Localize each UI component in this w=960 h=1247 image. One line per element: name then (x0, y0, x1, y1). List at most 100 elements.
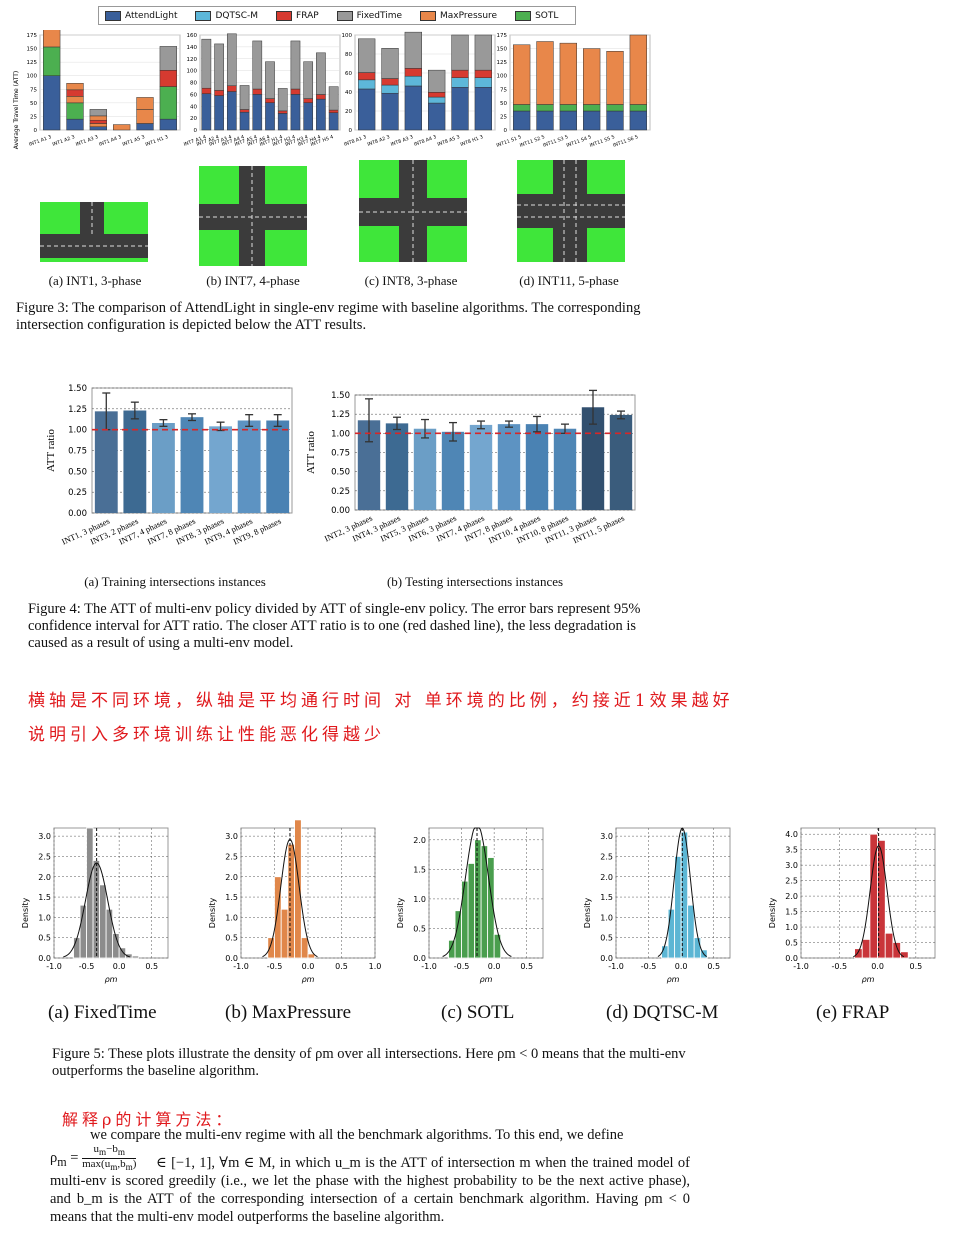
stacked-bar-segment (113, 124, 131, 131)
y-tick-label: 3.0 (785, 861, 798, 870)
y-tick-label: 2.0 (225, 873, 238, 882)
y-tick-label: 3.0 (225, 832, 238, 841)
stacked-bar-segment (252, 40, 263, 90)
stacked-bar-segment (536, 104, 554, 112)
y-tick-label: 1.5 (413, 865, 426, 874)
y-tick-label: 0 (504, 128, 508, 134)
x-tick-label: INT11 S6 5 (612, 134, 639, 149)
y-tick-label: 125 (497, 60, 508, 66)
y-tick-label: 1.0 (600, 913, 613, 922)
stacked-bar-segment (474, 87, 492, 131)
legend-item: DQTSC-M (195, 10, 258, 21)
legend-label: FixedTime (356, 10, 403, 21)
fig5c-chart: Density 0.0 0.5 1.0 1.5 2.0 -1.0 -0.5 0.0 0.5 ρm (396, 827, 544, 984)
y-tick-label: 1.00 (68, 426, 87, 436)
x-tick-label: -1.0 (608, 962, 624, 971)
histogram-bar (105, 908, 114, 959)
histogram-bar (118, 947, 127, 959)
fig5-subcaption-c: (c) SOTL (441, 1002, 515, 1023)
fig3-subcaption-d: (d) INT11, 5-phase (519, 273, 619, 288)
stacked-bar-segment (89, 109, 107, 117)
y-tick-label: 1.25 (331, 410, 350, 420)
stacked-bar-segment (513, 104, 531, 112)
stacked-bar-segment (381, 78, 399, 86)
bar (237, 420, 261, 513)
histogram-bar (667, 908, 676, 959)
y-tick-label: 1.0 (785, 923, 798, 932)
x-tick-label: -0.5 (641, 962, 657, 971)
y-tick-label: 0 (194, 128, 198, 134)
legend-label: SOTL (535, 10, 559, 21)
stacked-bar-segment (629, 104, 647, 112)
histogram-bar (461, 880, 469, 959)
histogram-bar (448, 939, 456, 959)
stacked-bar-segment (404, 75, 422, 87)
stacked-bar-segment (316, 98, 326, 131)
y-tick-label: 100 (187, 69, 198, 75)
y-tick-label: 0.0 (38, 954, 51, 963)
bar (497, 424, 521, 510)
y-tick-label: 0.25 (68, 488, 87, 498)
y-tick-label: 175 (27, 33, 38, 39)
stacked-bar-segment (252, 94, 263, 131)
stacked-bar-segment (451, 87, 469, 131)
legend-swatch (336, 10, 353, 21)
legend-label: FRAP (296, 10, 319, 21)
y-tick-label: 0.50 (68, 467, 87, 477)
stacked-bar-segment (159, 46, 177, 71)
stacked-bar-segment (474, 77, 492, 88)
x-tick-label: INT8 H1 3 (460, 134, 484, 148)
fig5d-chart: Density 0.0 0.5 1.0 1.5 2.0 2.5 3.0 -1.0 -0.5 0.0 0… (583, 827, 731, 984)
stacked-bar-segment (239, 85, 250, 110)
stacked-bar-segment (303, 61, 314, 99)
x-tick-label: INT11 S3 5 (542, 134, 569, 149)
fig5e-chart: Density 0.0 0.5 1.0 1.5 2.0 2.5 3.0 3.5 4.0 -1.0 -0… (768, 827, 936, 984)
y-tick-label: 150 (497, 47, 508, 53)
y-tick-label: 0.0 (413, 954, 426, 963)
stacked-bar-segment (66, 118, 84, 131)
x-axis-label: ρm (480, 975, 493, 984)
y-tick-label: 0.5 (785, 939, 798, 948)
histogram-bar (307, 953, 316, 959)
y-tick-label: 2.0 (785, 892, 798, 901)
histogram-bar (294, 819, 302, 959)
y-axis-label: ATT ratio (305, 431, 317, 474)
y-tick-label: 50 (30, 101, 37, 107)
legend-item: MaxPressure (420, 10, 497, 21)
stacked-bar-segment (404, 68, 422, 77)
legend-label: AttendLight (125, 10, 178, 21)
stacked-bar-segment (428, 102, 446, 131)
stacked-bar-segment (428, 92, 446, 98)
histogram-bar (884, 932, 894, 959)
y-tick-label: 1.0 (225, 913, 238, 922)
x-axis-label: ρm (105, 975, 118, 984)
y-tick-label: 80 (345, 52, 352, 58)
y-tick-label: 3.0 (38, 832, 51, 841)
y-tick-label: 2.0 (413, 836, 426, 845)
fig5-subcaption-d: (d) DQTSC-M (606, 1002, 719, 1023)
y-tick-label: 0 (34, 128, 38, 134)
y-tick-label: 1.0 (413, 895, 426, 904)
y-tick-label: 75 (30, 87, 37, 93)
y-tick-label: 60 (190, 92, 197, 98)
stacked-bar-segment (201, 93, 212, 131)
stacked-bar-segment (381, 92, 399, 131)
stacked-bar-segment (290, 88, 301, 95)
x-tick-label: INT8 A3 3 (390, 134, 414, 148)
y-tick-label: 0.75 (68, 447, 87, 457)
y-tick-label: 140 (187, 45, 198, 51)
x-tick-label: INT11 S2 5 (519, 134, 546, 149)
stacked-bar-segment (358, 79, 376, 90)
fig4-subcaption-a: (a) Training intersections instances (84, 574, 266, 589)
y-tick-label: 40 (345, 90, 352, 96)
y-tick-label: 1.0 (38, 913, 51, 922)
stacked-bar-segment (136, 109, 154, 124)
stacked-bar-segment (328, 109, 339, 113)
fig4-caption: Figure 4: The ATT of multi-env policy di… (28, 601, 641, 651)
bar (209, 426, 232, 513)
plot-frame (354, 34, 496, 131)
y-tick-label: 1.50 (331, 391, 350, 401)
y-tick-label: 1.5 (785, 908, 798, 917)
stacked-bar-segment (606, 104, 624, 112)
stacked-bar-segment (606, 110, 624, 131)
